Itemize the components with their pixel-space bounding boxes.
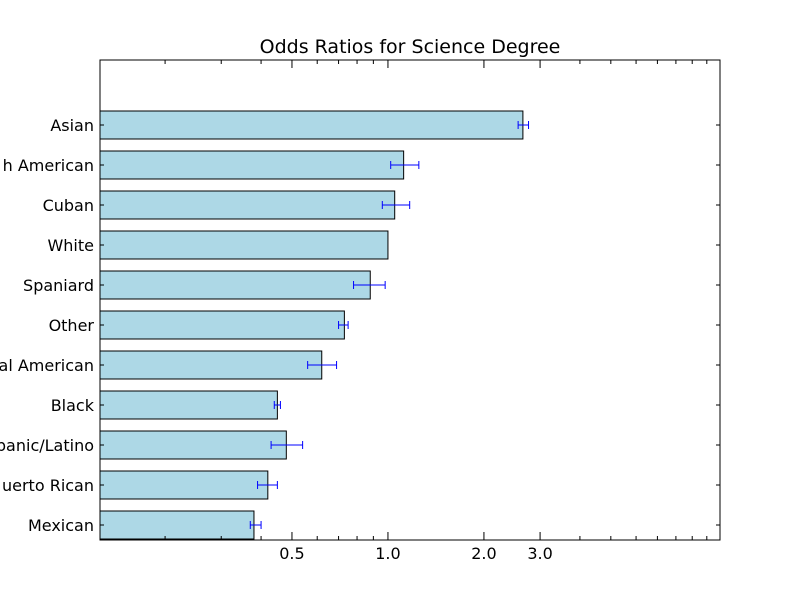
bar-puerto-rican [99, 470, 269, 500]
y-tick-label-cuban: Cuban [43, 196, 94, 215]
y-tick-label-hispanic-latino: panic/Latino [0, 436, 94, 455]
bar-hispanic-latino [99, 430, 287, 460]
y-tick-label-puerto-rican: uerto Rican [2, 476, 94, 495]
x-tick-label-0: 0.5 [279, 544, 304, 563]
y-tick-label-south-american: h American [3, 156, 94, 175]
y-tick-label-white: White [47, 236, 94, 255]
y-tick-label-spaniard: Spaniard [23, 276, 94, 295]
x-tick-label-2: 2.0 [471, 544, 496, 563]
bar-south-american [99, 150, 405, 180]
plot-frame [99, 59, 721, 541]
error-bars-layer [249, 121, 530, 529]
bar-asian [99, 110, 524, 140]
bar-spaniard [99, 270, 371, 300]
y-tick-label-other: Other [49, 316, 95, 335]
bar-white [99, 230, 389, 260]
bar-other [99, 310, 345, 340]
x-tick-label-3: 3.0 [527, 544, 552, 563]
bar-central-american [99, 350, 323, 380]
y-ticks-layer: Mexican uerto Rican panic/Latino Black al Am… [0, 116, 720, 535]
x-ticks-layer: 0.5 1.0 2.0 3.0 [164, 60, 708, 563]
chart-title: Odds Ratios for Science Degree [260, 36, 561, 58]
y-tick-label-central-american: al American [0, 356, 94, 375]
y-tick-label-mexican: Mexican [28, 516, 94, 535]
bar-black [99, 390, 278, 420]
y-tick-label-asian: Asian [50, 116, 94, 135]
y-tick-label-black: Black [51, 396, 95, 415]
bar-cuban [99, 190, 396, 220]
bars-layer [99, 110, 524, 540]
x-tick-label-1: 1.0 [375, 544, 400, 563]
bar-mexican [99, 510, 255, 540]
